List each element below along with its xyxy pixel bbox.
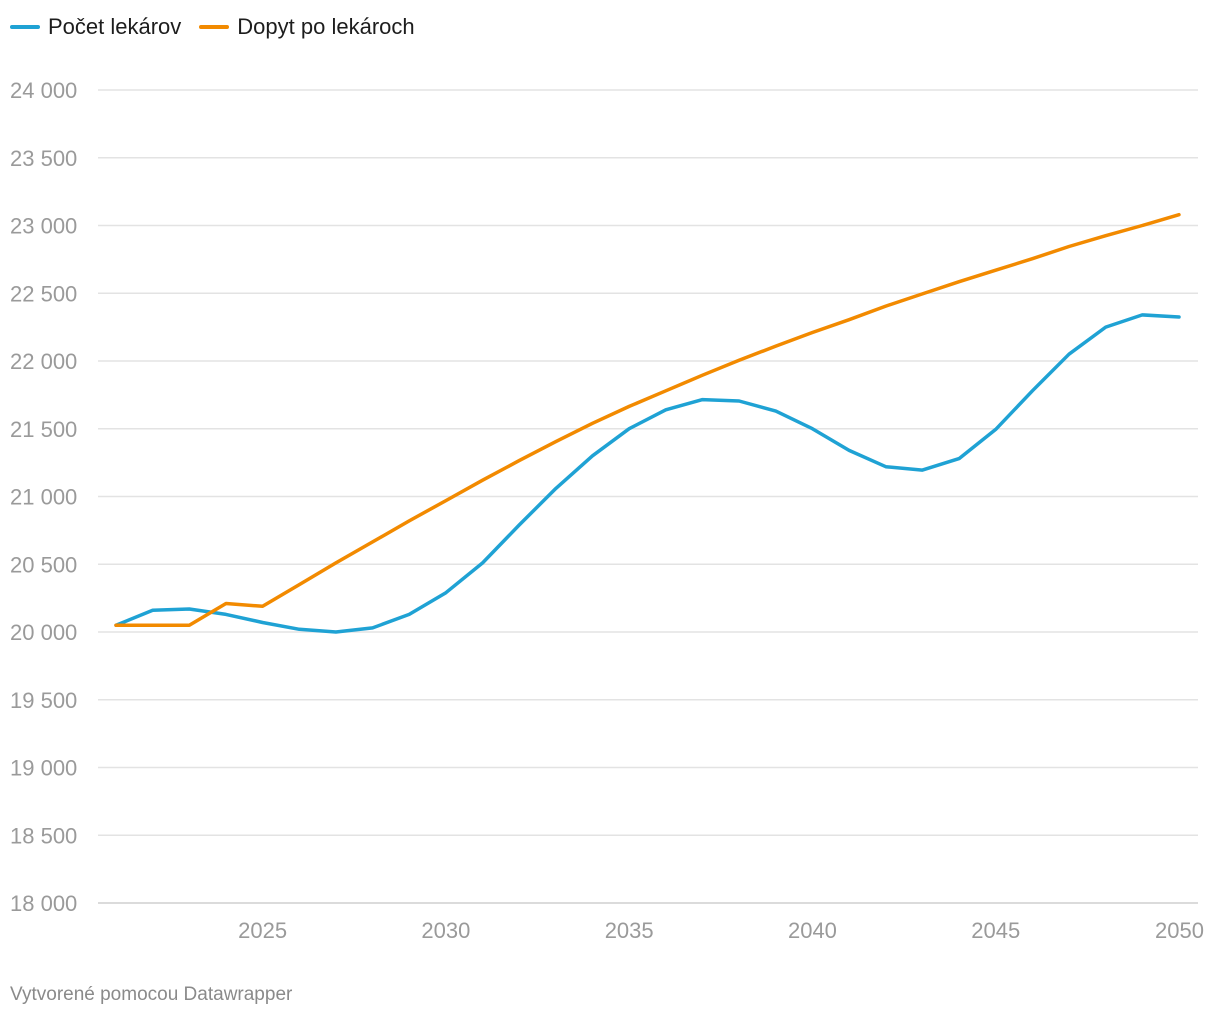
- legend-swatch-dopyt-po-lekaroch: [199, 25, 230, 29]
- datawrapper-credit: Vytvorené pomocou Datawrapper: [10, 984, 293, 1005]
- x-tick-label: 2035: [605, 918, 654, 943]
- y-tick-label: 24 000: [10, 78, 77, 103]
- legend-label-dopyt-po-lekaroch: Dopyt po lekároch: [237, 14, 415, 39]
- x-tick-label: 2045: [971, 918, 1020, 943]
- legend-item-pocet-lekarov: Počet lekárov: [10, 14, 181, 40]
- y-tick-label: 18 500: [10, 823, 77, 848]
- legend-item-dopyt-po-lekaroch: Dopyt po lekároch: [199, 14, 415, 40]
- y-tick-label: 21 000: [10, 485, 77, 510]
- y-tick-label: 22 500: [10, 281, 77, 306]
- y-tick-label: 23 000: [10, 214, 77, 239]
- y-tick-label: 19 000: [10, 756, 77, 781]
- x-tick-label: 2040: [788, 918, 837, 943]
- x-tick-label: 2030: [421, 918, 470, 943]
- x-tick-label: 2050: [1155, 918, 1204, 943]
- y-tick-label: 19 500: [10, 688, 77, 713]
- y-tick-label: 20 000: [10, 620, 77, 645]
- chart-legend: Počet lekárov Dopyt po lekároch: [10, 14, 433, 40]
- x-tick-label: 2025: [238, 918, 287, 943]
- legend-swatch-pocet-lekarov: [10, 25, 40, 29]
- series-line-pocet-lekarov: [114, 313, 1181, 634]
- y-tick-label: 18 000: [10, 891, 77, 916]
- y-tick-label: 23 500: [10, 146, 77, 171]
- y-tick-label: 21 500: [10, 417, 77, 442]
- series-line-dopyt-po-lekaroch: [114, 212, 1181, 627]
- y-tick-label: 22 000: [10, 349, 77, 374]
- legend-label-pocet-lekarov: Počet lekárov: [48, 14, 182, 39]
- line-chart: 24 000 23 500 23 000 22 500 22 000 21 500 21 0…: [10, 78, 1204, 943]
- y-tick-label: 20 500: [10, 552, 77, 577]
